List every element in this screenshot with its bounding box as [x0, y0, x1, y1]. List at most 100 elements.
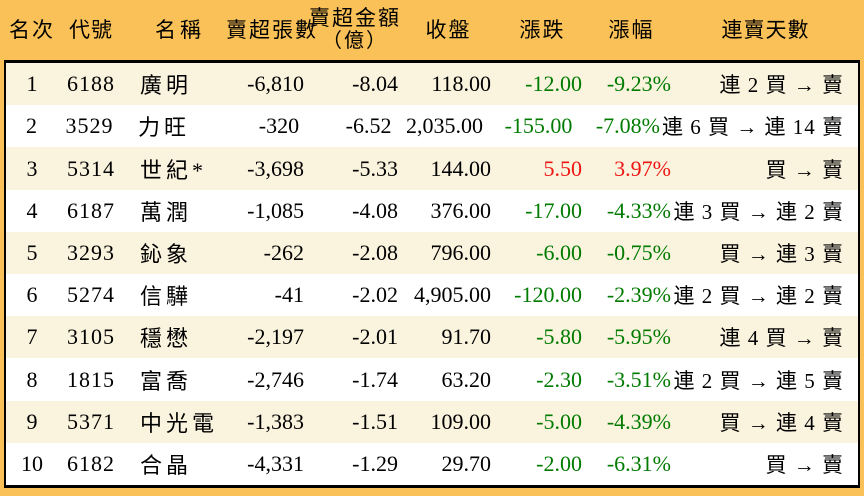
column-header: 漲跌 [495, 0, 590, 60]
net-sell-amount-cell: -2.01 [352, 324, 398, 350]
close-price-cell: 91.70 [441, 324, 492, 350]
stock-code-cell: 5371 [67, 408, 115, 434]
sell-streak-cell: 連 2 買 → 連 5 賣 [673, 368, 844, 393]
stock-name-cell: 力旺 [137, 115, 190, 141]
stock-code-cell: 3105 [67, 324, 115, 350]
stock-name-cell: 信驊 [140, 284, 193, 310]
net-sell-amount-cell: -1.74 [352, 366, 398, 392]
net-sell-amount-cell: -2.08 [352, 239, 398, 265]
change-percent-cell: 3.97% [614, 155, 671, 181]
rank-cell: 3 [26, 155, 38, 181]
stock-name-cell: 鈊象 [140, 241, 193, 267]
table-row[interactable]: 2 3529 力旺 -320 -6.52 2,035.00 -155.00 -7… [6, 105, 858, 148]
column-header-label: 連賣天數 [721, 17, 810, 42]
price-change-cell: -5.80 [536, 324, 582, 350]
stock-code-cell: 6182 [67, 450, 115, 476]
column-header-label: 漲幅 [608, 17, 655, 42]
price-change-cell: -2.00 [536, 450, 582, 476]
stock-code-cell: 6187 [67, 197, 115, 223]
price-change-cell: -12.00 [525, 71, 582, 97]
rank-cell: 1 [26, 71, 38, 97]
net-sell-volume-cell: -6,810 [247, 71, 304, 97]
table-header-row: 名次 代號 名稱 賣超張數 賣超金額 （億） 收盤 漲跌 漲幅 連賣天數 [0, 0, 864, 60]
column-header-label: 賣超張數 [226, 17, 318, 42]
stock-code-cell: 3529 [65, 113, 114, 139]
price-change-cell: -120.00 [514, 282, 582, 308]
table-body: 1 6188 廣明 -6,810 -8.04 118.00 -12.00 -9.… [4, 60, 860, 488]
table-row[interactable]: 7 3105 穩懋 -2,197 -2.01 91.70 -5.80 -5.95… [6, 316, 858, 359]
column-header: 名稱 [124, 0, 236, 60]
stock-name-cell: 富喬 [140, 368, 193, 394]
stock-code-cell: 5314 [67, 155, 115, 181]
change-percent-cell: -3.51% [606, 366, 671, 392]
net-sell-volume-cell: -2,746 [247, 366, 304, 392]
column-header-sublabel: （億） [322, 30, 388, 52]
column-header: 賣超金額 （億） [308, 0, 402, 60]
table-row[interactable]: 1 6188 廣明 -6,810 -8.04 118.00 -12.00 -9.… [6, 63, 858, 106]
table-row[interactable]: 5 3293 鈊象 -262 -2.08 796.00 -6.00 -0.75%… [6, 231, 858, 275]
net-sell-volume-cell: -41 [274, 282, 304, 308]
net-sell-volume-cell: -4,331 [247, 450, 304, 476]
close-price-cell: 796.00 [430, 239, 492, 265]
column-header: 賣超張數 [226, 0, 316, 60]
sell-streak-cell: 買 → 賣 [765, 157, 844, 182]
table-row[interactable]: 9 5371 中光電 -1,383 -1.51 109.00 -5.00 -4.… [6, 400, 858, 443]
stock-name-cell: 廣明 [140, 73, 193, 99]
close-price-cell: 109.00 [430, 408, 492, 434]
stock-name-cell: 世紀* [140, 157, 208, 183]
rank-cell: 9 [26, 408, 38, 434]
net-sell-amount-cell: -5.33 [352, 155, 398, 181]
rank-cell: 4 [26, 197, 38, 223]
sell-streak-cell: 連 4 買 → 賣 [719, 326, 844, 351]
price-change-cell: 5.50 [543, 155, 583, 181]
table-row[interactable]: 10 6182 合晶 -4,331 -1.29 29.70 -2.00 -6.3… [6, 442, 858, 486]
stock-name-cell: 中光電 [140, 410, 219, 436]
stock-code-cell: 6188 [67, 71, 115, 97]
net-sell-volume-cell: -2,197 [247, 324, 304, 350]
change-percent-cell: -5.95% [606, 324, 671, 350]
column-header: 名次 [6, 0, 58, 60]
sell-streak-cell: 買 → 連 4 賣 [719, 410, 844, 435]
stock-code-cell: 1815 [67, 366, 115, 392]
stock-name-cell: 穩懋 [140, 326, 193, 352]
price-change-cell: -155.00 [504, 113, 573, 139]
net-sell-amount-cell: -4.08 [352, 197, 398, 223]
table-row[interactable]: 6 5274 信驊 -41 -2.02 4,905.00 -120.00 -2.… [6, 274, 858, 317]
price-change-cell: -2.30 [536, 366, 582, 392]
close-price-cell: 4,905.00 [414, 282, 491, 308]
stock-name-cell: 萬潤 [140, 199, 193, 225]
close-price-cell: 63.20 [441, 366, 492, 392]
sell-streak-cell: 買 → 賣 [765, 452, 844, 477]
change-percent-cell: -6.31% [606, 450, 671, 476]
column-header-label: 代號 [69, 17, 113, 42]
rank-cell: 5 [26, 239, 38, 265]
table-row[interactable]: 4 6187 萬潤 -1,085 -4.08 376.00 -17.00 -4.… [6, 189, 858, 232]
rank-cell: 8 [26, 366, 38, 392]
table-row[interactable]: 8 1815 富喬 -2,746 -1.74 63.20 -2.30 -3.51… [6, 358, 858, 401]
close-price-cell: 29.70 [441, 450, 492, 476]
stock-code-cell: 5274 [67, 282, 115, 308]
rank-cell: 10 [21, 450, 43, 476]
change-percent-cell: -2.39% [606, 282, 671, 308]
table-row[interactable]: 3 5314 世紀* -3,698 -5.33 144.00 5.50 3.97… [6, 147, 858, 190]
column-header: 收盤 [402, 0, 495, 60]
column-header: 連賣天數 [673, 0, 858, 60]
rank-cell: 2 [26, 113, 38, 139]
rank-cell: 7 [26, 324, 38, 350]
net-sell-amount-cell: -1.29 [352, 450, 398, 476]
net-sell-amount-cell: -8.04 [352, 71, 398, 97]
change-percent-cell: -9.23% [606, 71, 671, 97]
net-sell-volume-cell: -320 [258, 113, 300, 139]
sell-streak-cell: 買 → 連 3 賣 [719, 241, 844, 266]
net-sell-amount-cell: -1.51 [352, 408, 398, 434]
net-sell-volume-cell: -3,698 [247, 155, 304, 181]
close-price-cell: 118.00 [431, 71, 491, 97]
stock-code-cell: 3293 [67, 239, 115, 265]
net-sell-amount-cell: -6.52 [345, 113, 392, 139]
sell-streak-cell: 連 3 買 → 連 2 賣 [673, 199, 844, 224]
price-change-cell: -17.00 [525, 197, 582, 223]
sell-streak-cell: 連 2 買 → 連 2 賣 [673, 284, 844, 309]
sell-streak-cell: 連 2 買 → 賣 [719, 73, 844, 98]
column-header-label: 漲跌 [519, 17, 566, 42]
